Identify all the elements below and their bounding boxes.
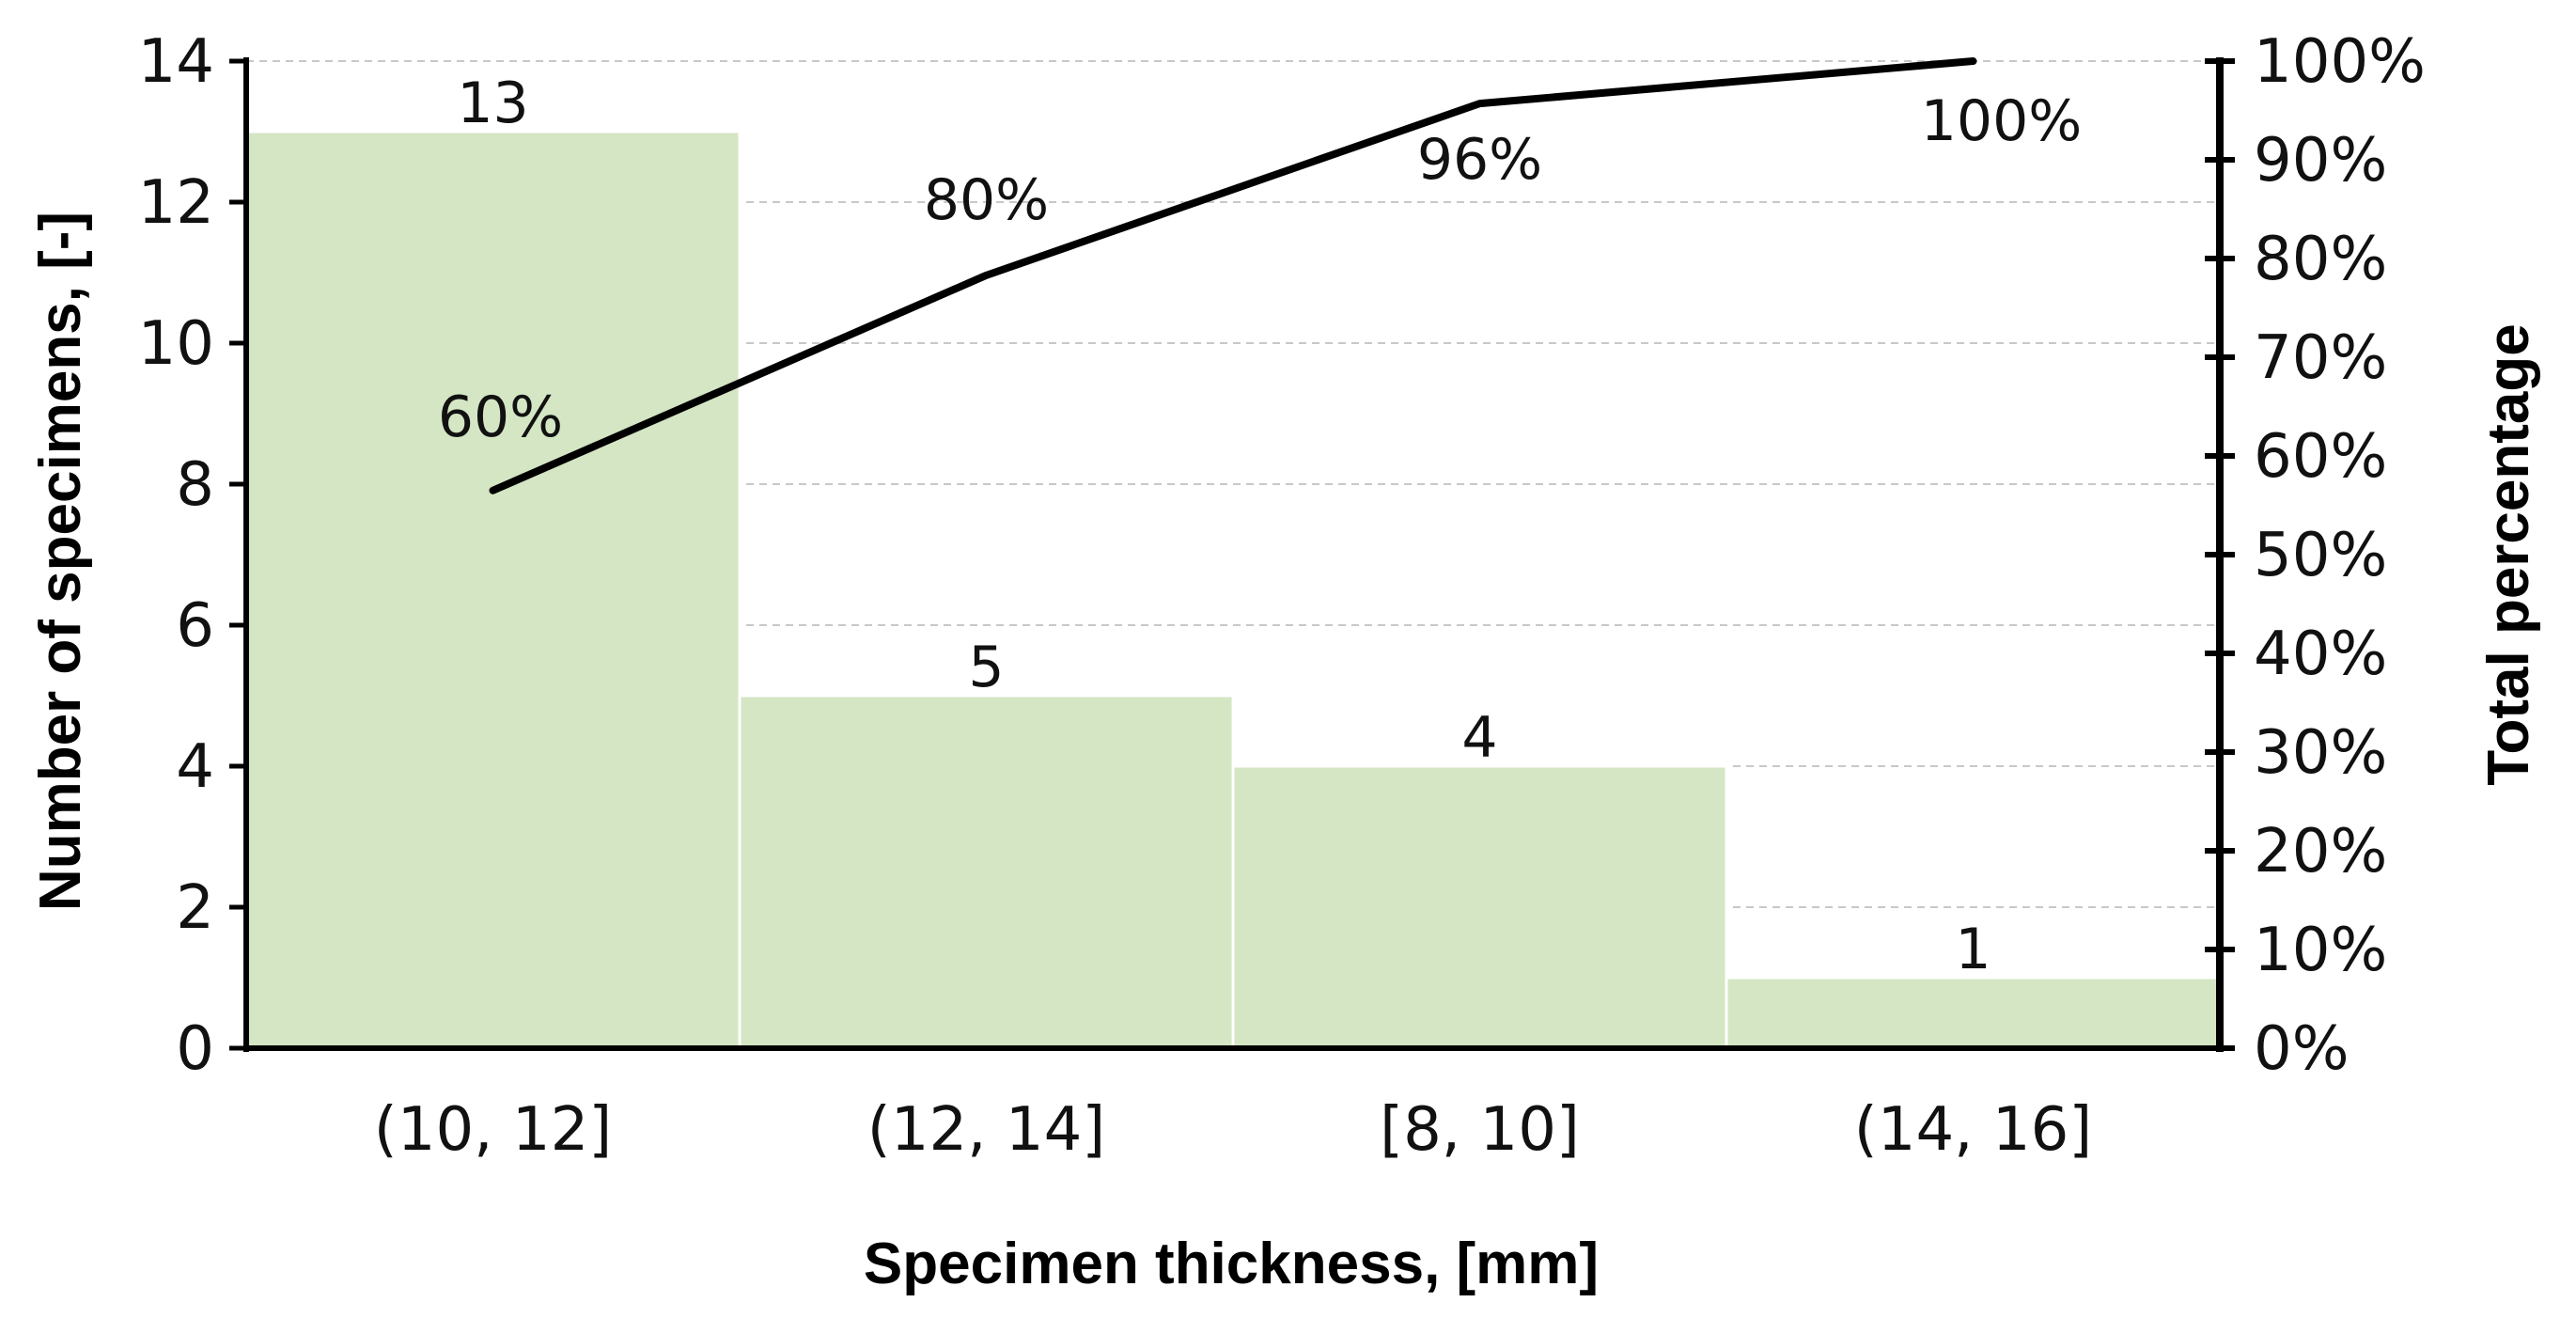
bar xyxy=(244,130,742,1050)
cumulative-line-layer: 60% 80% 96% 100% xyxy=(438,57,2083,494)
left-tick-label: 14 xyxy=(138,27,214,97)
cumulative-point-label: 80% xyxy=(924,167,1049,233)
left-tick-label: 12 xyxy=(138,168,214,238)
x-tick-label: (10, 12] xyxy=(374,1095,613,1165)
bar xyxy=(1725,976,2222,1050)
right-tick-label: 60% xyxy=(2254,422,2387,492)
bar-value-label: 13 xyxy=(457,71,528,136)
right-tick-label: 50% xyxy=(2254,521,2387,590)
left-axis-ticks: 0 2 4 6 8 10 12 14 xyxy=(138,27,246,1084)
bar-labels: 13 5 4 1 xyxy=(457,71,1991,982)
bar-value-label: 4 xyxy=(1461,705,1497,771)
right-tick-label: 80% xyxy=(2254,225,2387,294)
right-tick-label: 70% xyxy=(2254,323,2387,393)
bar-value-label: 5 xyxy=(968,635,1004,700)
right-tick-label: 40% xyxy=(2254,620,2387,689)
cumulative-point-label: 60% xyxy=(438,384,563,450)
right-tick-label: 20% xyxy=(2254,817,2387,887)
y2-axis-title: Total percentage xyxy=(2476,323,2541,786)
x-tick-label: (14, 16] xyxy=(1854,1095,2093,1165)
x-tick-label: [8, 10] xyxy=(1380,1095,1580,1165)
x-axis-title: Specimen thickness, [mm] xyxy=(864,1232,1599,1296)
bar-value-label: 1 xyxy=(1955,917,1991,982)
right-tick-label: 100% xyxy=(2254,27,2426,97)
right-tick-label: 0% xyxy=(2254,1014,2350,1084)
left-tick-label: 10 xyxy=(138,309,214,379)
x-tick-label: (12, 14] xyxy=(867,1095,1106,1165)
bar xyxy=(738,694,1235,1050)
bars xyxy=(244,130,2222,1050)
left-tick-label: 6 xyxy=(176,591,214,661)
cumulative-point-label: 100% xyxy=(1921,88,2083,154)
right-axis-ticks: 0% 10% 20% 30% 40% 50% 60% 70% 80% 90% 100% xyxy=(2205,27,2426,1084)
y-axis-title: Number of specimens, [-] xyxy=(28,212,93,911)
left-tick-label: 4 xyxy=(176,732,214,802)
right-tick-label: 10% xyxy=(2254,916,2387,985)
cumulative-point-label: 96% xyxy=(1417,127,1542,193)
right-tick-label: 30% xyxy=(2254,718,2387,788)
cumulative-line xyxy=(489,57,1977,494)
left-tick-label: 2 xyxy=(176,873,214,943)
right-tick-label: 90% xyxy=(2254,126,2387,196)
left-tick-label: 8 xyxy=(176,450,214,520)
x-axis-ticks: (10, 12] (12, 14] [8, 10] (14, 16] xyxy=(374,1095,2093,1165)
left-tick-label: 0 xyxy=(176,1014,214,1084)
bar xyxy=(1231,764,1728,1050)
